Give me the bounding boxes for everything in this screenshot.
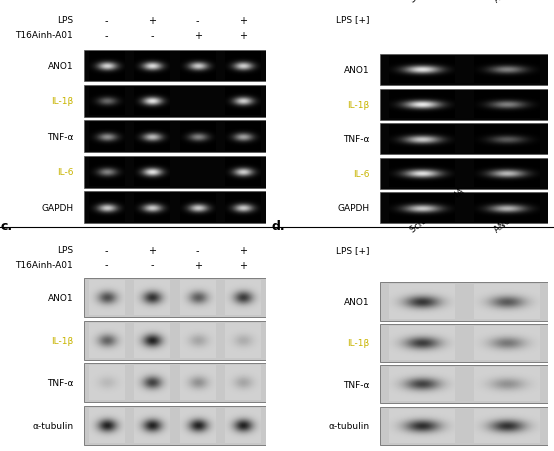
Text: IL-1β: IL-1β — [347, 339, 370, 348]
Text: α-tubulin: α-tubulin — [328, 421, 370, 430]
Text: +: + — [239, 260, 247, 270]
Bar — [84, 192, 266, 224]
Text: IL-6: IL-6 — [57, 168, 73, 177]
Text: Scrambled RNA: Scrambled RNA — [409, 0, 466, 5]
Text: +: + — [148, 15, 156, 26]
Text: LPS [+]: LPS [+] — [336, 15, 370, 24]
Text: ANO1 siRNA: ANO1 siRNA — [493, 0, 539, 5]
Text: T16Ainh-A01: T16Ainh-A01 — [16, 260, 73, 269]
Text: ANO1 siRNA: ANO1 siRNA — [493, 196, 539, 235]
Text: ANO1: ANO1 — [343, 297, 370, 306]
Text: LPS: LPS — [57, 15, 73, 24]
Text: -: - — [105, 245, 108, 255]
Bar — [380, 283, 548, 321]
Bar — [380, 193, 548, 224]
Bar — [380, 158, 548, 189]
Bar — [380, 324, 548, 362]
Text: +: + — [239, 31, 247, 41]
Text: ANO1: ANO1 — [343, 66, 370, 75]
Bar — [380, 55, 548, 86]
Text: Scrambled RNA: Scrambled RNA — [409, 187, 466, 235]
Text: +: + — [239, 245, 247, 255]
Text: IL-6: IL-6 — [353, 169, 370, 178]
Bar — [84, 121, 266, 153]
Bar — [84, 364, 266, 402]
Bar — [84, 51, 266, 82]
Text: GAPDH: GAPDH — [337, 204, 370, 213]
Text: IL-1β: IL-1β — [347, 101, 370, 109]
Text: -: - — [196, 245, 199, 255]
Text: IL-1β: IL-1β — [51, 97, 73, 106]
Bar — [380, 89, 548, 120]
Text: +: + — [239, 15, 247, 26]
Text: α-tubulin: α-tubulin — [32, 421, 73, 430]
Text: LPS [+]: LPS [+] — [336, 245, 370, 254]
Text: TNF-α: TNF-α — [47, 378, 73, 387]
Text: b.: b. — [271, 0, 285, 2]
Text: -: - — [105, 15, 108, 26]
Bar — [84, 321, 266, 360]
Text: T16Ainh-A01: T16Ainh-A01 — [16, 31, 73, 40]
Text: -: - — [105, 260, 108, 270]
Bar — [84, 156, 266, 189]
Text: TNF-α: TNF-α — [47, 133, 73, 142]
Text: ANO1: ANO1 — [48, 294, 73, 303]
Text: -: - — [150, 31, 154, 41]
Text: GAPDH: GAPDH — [41, 203, 73, 212]
Text: TNF-α: TNF-α — [343, 135, 370, 144]
Text: -: - — [105, 31, 108, 41]
Bar — [380, 124, 548, 155]
Text: c.: c. — [1, 220, 12, 232]
Bar — [380, 407, 548, 445]
Bar — [84, 279, 266, 318]
Text: LPS: LPS — [57, 245, 73, 254]
Text: ANO1: ANO1 — [48, 62, 73, 71]
Text: TNF-α: TNF-α — [343, 380, 370, 389]
Text: -: - — [196, 15, 199, 26]
Text: IL-1β: IL-1β — [51, 336, 73, 345]
Bar — [380, 365, 548, 404]
Text: +: + — [193, 260, 202, 270]
Bar — [84, 86, 266, 118]
Text: a.: a. — [1, 0, 14, 2]
Text: +: + — [193, 31, 202, 41]
Text: -: - — [150, 260, 154, 270]
Text: d.: d. — [271, 220, 285, 232]
Bar — [84, 406, 266, 445]
Text: +: + — [148, 245, 156, 255]
